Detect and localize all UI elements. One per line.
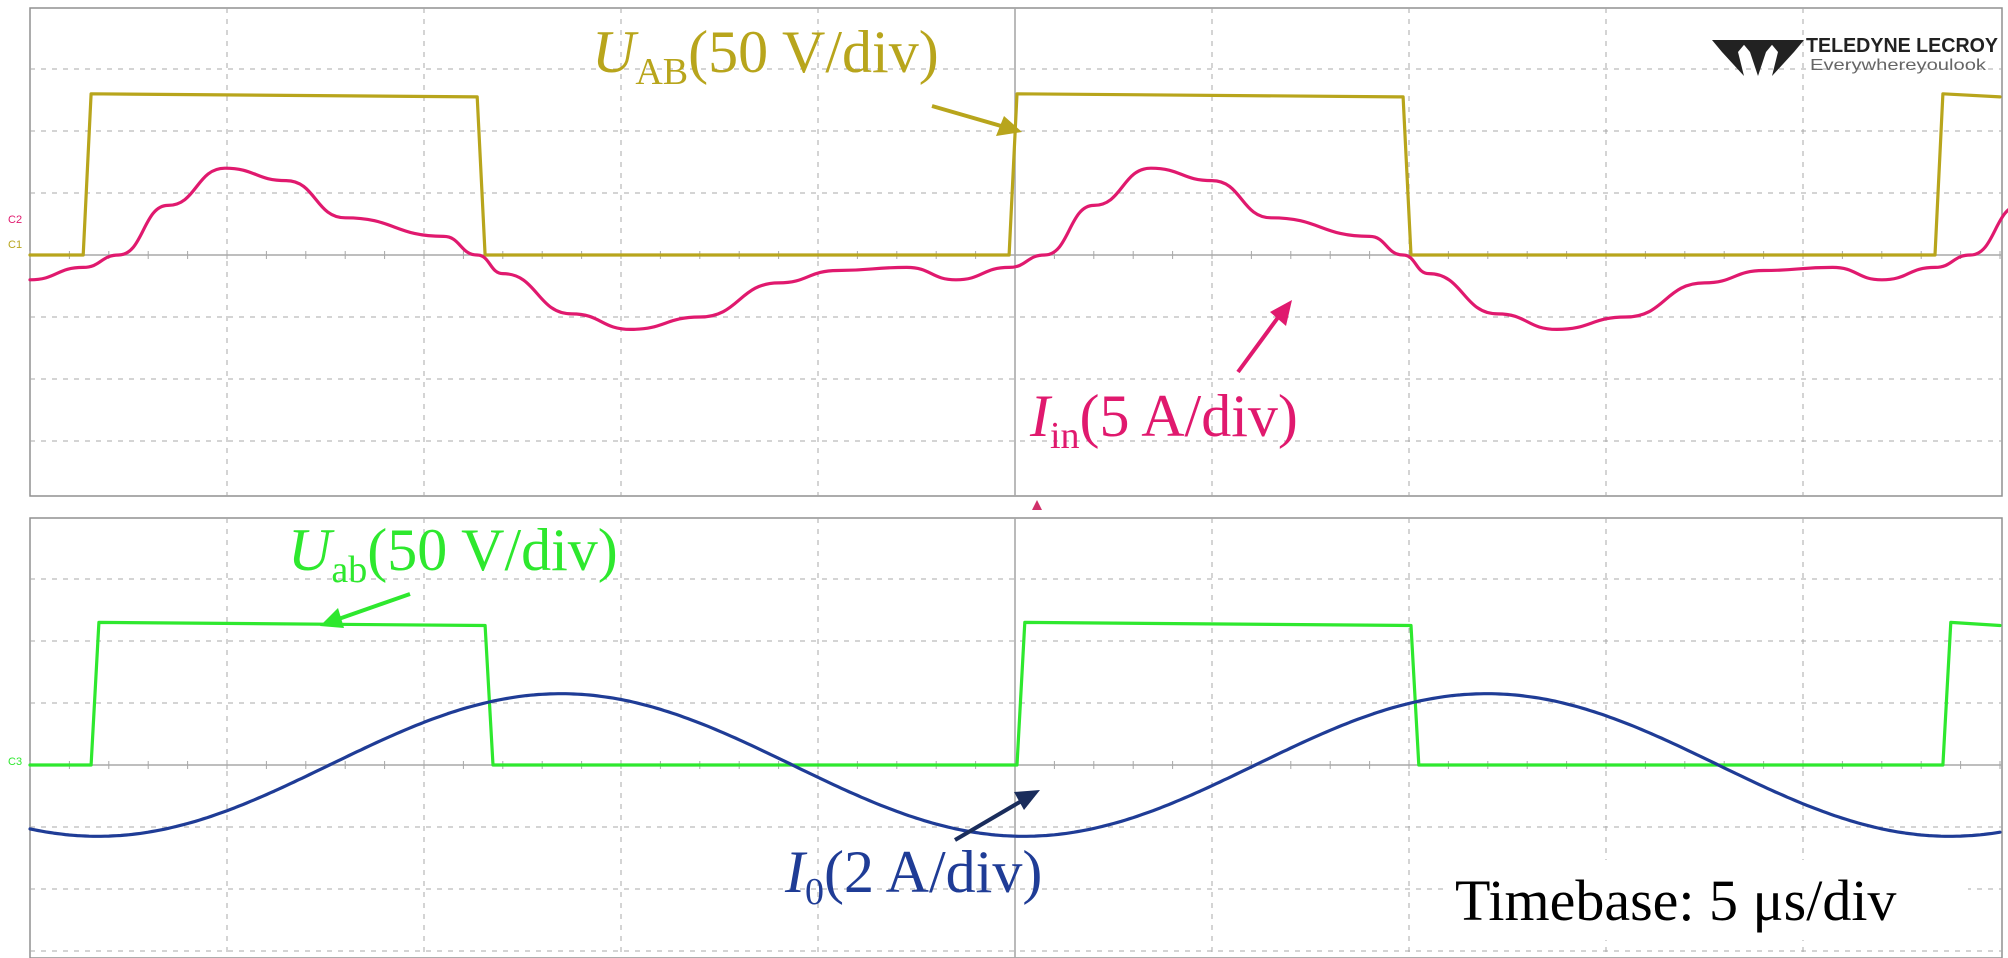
label-U_ab: Uab(50 V/div) xyxy=(288,517,618,591)
timebase-backdrop xyxy=(1448,860,1968,940)
logo-tagline-text: Everywhereyoulook xyxy=(1810,57,1987,74)
arrowhead-U_AB xyxy=(996,116,1022,136)
arrowhead-I_in xyxy=(1270,300,1292,326)
top-waveform-panel: C2 C1 xyxy=(8,7,2008,497)
arrowhead-U_ab xyxy=(320,608,344,628)
bottom-panel-frame xyxy=(29,517,2003,958)
logo-mark-icon xyxy=(1712,40,1804,76)
logo-brand-text: TELEDYNE LECROY xyxy=(1806,35,1999,57)
ch-bottom-marker: C3 xyxy=(8,756,22,768)
top-panel-frame xyxy=(29,7,2003,497)
trigger-marker xyxy=(1032,500,1042,510)
arrow-I_in xyxy=(1236,306,1287,374)
trace-U_AB xyxy=(28,92,2002,257)
label-I_0: I0(2 A/div) xyxy=(784,839,1042,913)
annotation-arrows xyxy=(320,104,1292,842)
channel-markers-top: C2 C1 xyxy=(8,214,22,251)
channel-markers-bottom: C3 xyxy=(8,756,22,768)
teledyne-lecroy-logo: TELEDYNE LECROY Everywhereyoulook xyxy=(1712,35,1999,76)
timebase-label: Timebase: 5 μs/div xyxy=(1455,868,1896,933)
arrow-I_0 xyxy=(953,794,1032,842)
trace-I_in xyxy=(28,166,2008,331)
top-grid xyxy=(29,8,2002,496)
trace-I_0 xyxy=(28,692,2002,838)
arrow-U_ab xyxy=(329,592,411,624)
bottom-traces xyxy=(28,620,2002,838)
ch3-marker: C1 xyxy=(8,239,22,251)
ch1-marker: C2 xyxy=(8,214,22,226)
arrowhead-I_0 xyxy=(1014,790,1040,810)
label-I_in: Iin(5 A/div) xyxy=(1029,383,1298,457)
top-traces xyxy=(28,92,2008,331)
label-U_AB: UAB(50 V/div) xyxy=(592,19,939,93)
trace-U_ab xyxy=(28,620,2002,767)
